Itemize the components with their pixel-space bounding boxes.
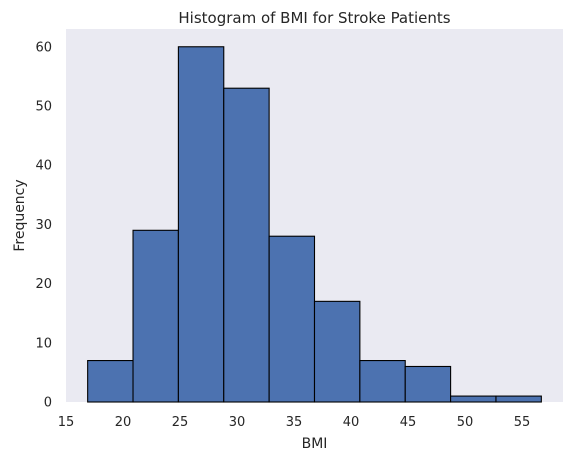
x-tick-label: 30 xyxy=(229,415,246,430)
y-ticks-group: 0 10 20 30 40 50 60 xyxy=(35,40,52,410)
histogram-bar-1 xyxy=(87,360,134,403)
histogram-bar-10 xyxy=(495,395,542,403)
histogram-bar-7 xyxy=(359,360,406,403)
histogram-bar-5 xyxy=(268,235,316,403)
histogram-bar-4 xyxy=(223,87,270,403)
x-tick-label: 50 xyxy=(457,415,474,430)
bars-group xyxy=(87,46,542,403)
y-axis-label: Frequency xyxy=(12,179,28,251)
x-tick-label: 40 xyxy=(343,415,360,430)
y-tick-label: 0 xyxy=(44,396,52,411)
x-tick-label: 45 xyxy=(400,415,417,430)
histogram-bar-3 xyxy=(177,46,225,403)
x-ticks-group: 15 20 25 30 35 40 45 50 55 xyxy=(58,415,531,430)
histogram-bar-8 xyxy=(404,365,452,403)
x-tick-label: 20 xyxy=(115,415,132,430)
y-tick-label: 60 xyxy=(35,40,52,55)
histogram-bar-2 xyxy=(132,229,179,403)
chart-title: Histogram of BMI for Stroke Patients xyxy=(178,9,450,27)
x-axis-label: BMI xyxy=(302,436,328,452)
histogram-bar-9 xyxy=(450,395,497,403)
y-tick-label: 10 xyxy=(35,336,52,351)
y-tick-label: 30 xyxy=(35,218,52,233)
y-tick-label: 50 xyxy=(35,99,52,114)
y-tick-label: 40 xyxy=(35,159,52,174)
x-tick-label: 25 xyxy=(172,415,189,430)
y-tick-label: 20 xyxy=(35,277,52,292)
x-tick-label: 15 xyxy=(58,415,75,430)
x-tick-label: 35 xyxy=(286,415,303,430)
histogram-bar-6 xyxy=(313,300,361,403)
x-tick-label: 55 xyxy=(514,415,531,430)
